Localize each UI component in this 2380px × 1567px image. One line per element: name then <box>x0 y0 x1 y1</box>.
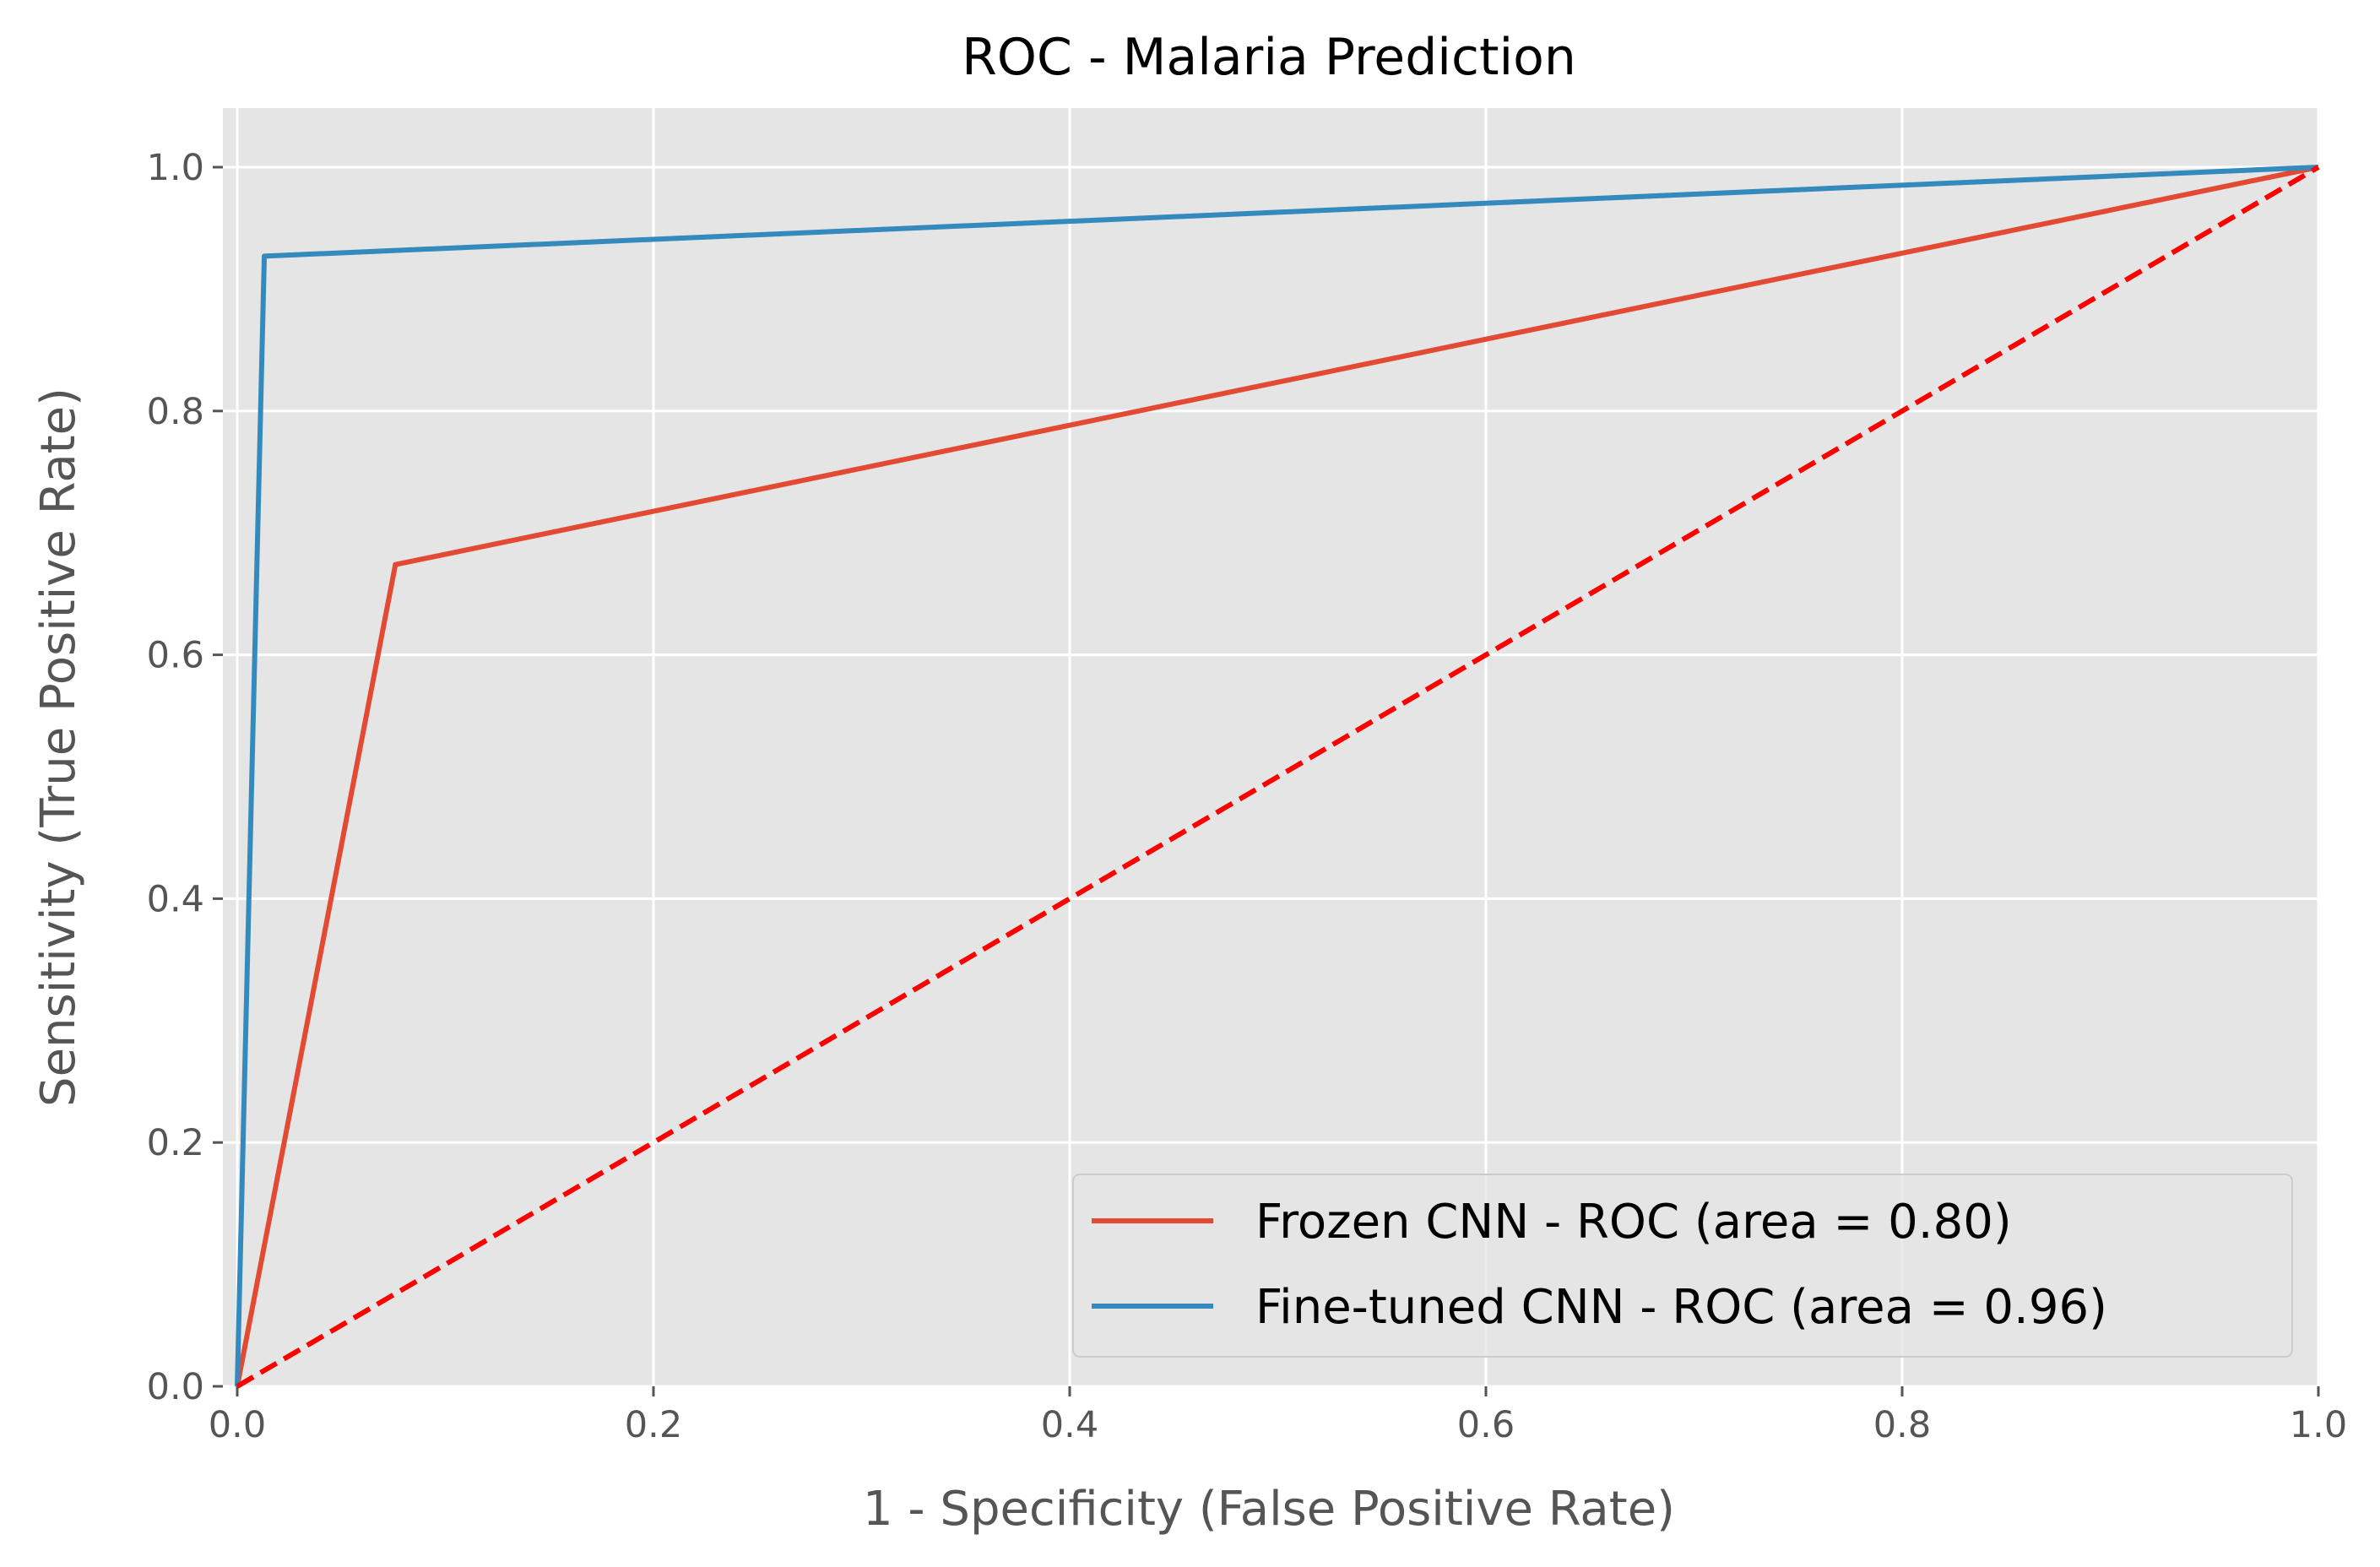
y-tick-label: 0.8 <box>147 391 204 433</box>
legend-label-fine-tuned: Fine-tuned CNN - ROC (area = 0.96) <box>1255 1280 2107 1335</box>
axis-ticks: 0.0 0.2 0.4 0.6 0.8 1.0 0.0 0.2 0.4 0.6 0.8 1.0 <box>147 147 2348 1446</box>
series-line-fine-tuned <box>235 165 2319 1387</box>
grid-lines <box>223 108 2320 1388</box>
y-axis-label: Sensitivity (True Positive Rate) <box>31 388 86 1107</box>
y-tick-label: 0.2 <box>147 1122 204 1164</box>
legend: Frozen CNN - ROC (area = 0.80) Fine-tune… <box>1072 1174 2293 1358</box>
legend-label-frozen: Frozen CNN - ROC (area = 0.80) <box>1255 1195 2012 1250</box>
x-tick-label: 1.0 <box>2290 1404 2347 1446</box>
x-axis-label: 1 - Specificity (False Positive Rate) <box>863 1482 1675 1537</box>
series-lines <box>235 165 2320 1389</box>
series-line-frozen <box>235 165 2319 1387</box>
x-tick-label: 0.0 <box>209 1404 266 1446</box>
y-tick-label: 0.0 <box>147 1366 204 1408</box>
x-tick-label: 0.6 <box>1457 1404 1515 1446</box>
y-tick-label: 1.0 <box>147 147 204 189</box>
y-tick-label: 0.6 <box>147 635 204 677</box>
plot-area <box>223 108 2318 1386</box>
chart-title: ROC - Malaria Prediction <box>962 28 1576 87</box>
x-tick-label: 0.2 <box>625 1404 682 1446</box>
x-tick-label: 0.4 <box>1041 1404 1098 1446</box>
y-tick-label: 0.4 <box>147 878 204 920</box>
legend-box <box>1072 1174 2293 1358</box>
reference-diagonal-line <box>236 165 2320 1389</box>
x-tick-label: 0.8 <box>1873 1404 1931 1446</box>
